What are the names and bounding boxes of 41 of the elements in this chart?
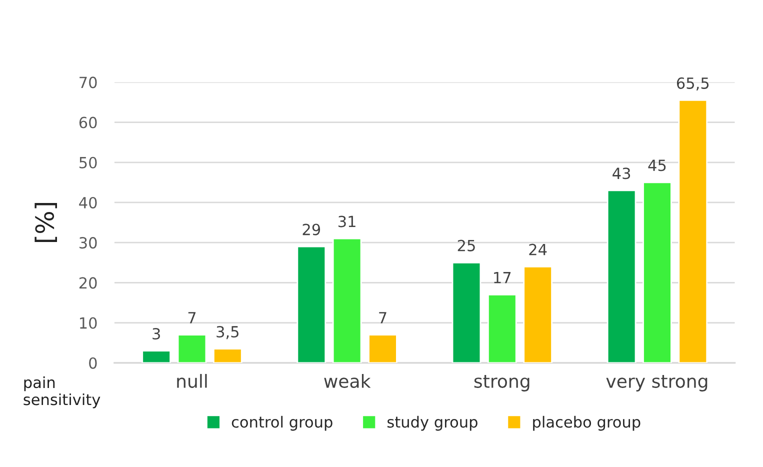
bar bbox=[523, 266, 552, 363]
data-label: 45 bbox=[648, 160, 666, 172]
y-axis-title: [%] bbox=[34, 203, 57, 242]
data-label: 43 bbox=[612, 168, 630, 180]
x-tick-label: very strong bbox=[606, 375, 708, 392]
bar bbox=[678, 100, 708, 363]
data-label: 29 bbox=[302, 224, 320, 236]
data-label: 7 bbox=[379, 312, 386, 324]
y-tick-label: 70 bbox=[80, 76, 97, 88]
legend-label: placebo group bbox=[533, 416, 640, 431]
bar bbox=[487, 294, 517, 363]
text: pain sensitivity bbox=[24, 376, 100, 408]
y-tick-label: 10 bbox=[80, 317, 97, 329]
data-label: 3 bbox=[152, 328, 160, 340]
y-tick-label: 30 bbox=[80, 237, 97, 249]
bar bbox=[332, 238, 362, 363]
legend-label: study group bbox=[388, 416, 478, 431]
x-tick-label: weak bbox=[324, 374, 371, 388]
bar bbox=[296, 246, 326, 363]
x-tick-label: null bbox=[177, 374, 207, 388]
y-tick-label: 60 bbox=[79, 116, 97, 128]
bar bbox=[142, 350, 171, 363]
y-tick-label: 40 bbox=[79, 196, 97, 208]
y-tick-label: 0 bbox=[89, 357, 97, 369]
bar bbox=[368, 334, 398, 363]
data-label: 17 bbox=[494, 272, 511, 284]
bar bbox=[642, 182, 672, 363]
x-tick-label: strong bbox=[474, 375, 530, 392]
legend-label: control group bbox=[232, 416, 332, 431]
bar bbox=[177, 334, 207, 363]
data-label: 24 bbox=[529, 244, 547, 256]
bar bbox=[606, 190, 636, 363]
data-label: 31 bbox=[338, 216, 356, 228]
y-tick-label: 50 bbox=[80, 156, 97, 168]
data-label: 7 bbox=[188, 312, 196, 324]
y-tick-label: 20 bbox=[79, 277, 97, 289]
data-label: 3,5 bbox=[216, 326, 238, 340]
data-label: 25 bbox=[458, 240, 475, 252]
data-label: 65,5 bbox=[676, 77, 709, 90]
bar bbox=[452, 262, 482, 363]
bar bbox=[213, 348, 242, 363]
